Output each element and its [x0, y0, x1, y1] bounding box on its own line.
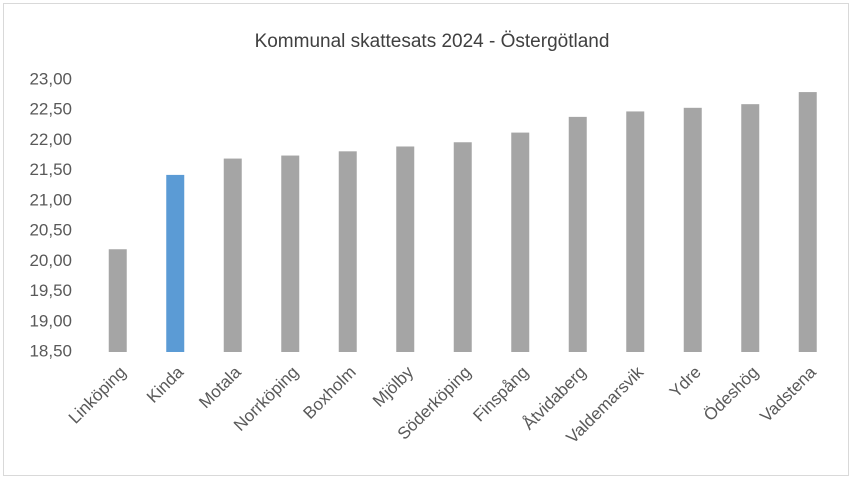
y-tick-label: 19,50	[29, 281, 72, 300]
y-tick-label: 19,00	[29, 311, 72, 330]
bar	[281, 155, 300, 352]
y-tick-label: 22,50	[29, 100, 72, 119]
bar	[166, 174, 185, 352]
bar	[453, 142, 472, 352]
bar	[683, 107, 702, 352]
bar	[223, 158, 242, 352]
y-tick-label: 20,00	[29, 251, 72, 270]
chart-title: Kommunal skattesats 2024 - Östergötland	[255, 31, 610, 52]
bar	[511, 132, 530, 352]
bar	[798, 92, 817, 352]
bar	[108, 249, 127, 352]
bar	[568, 116, 587, 352]
y-tick-label: 22,00	[29, 130, 72, 149]
bar	[626, 111, 645, 352]
y-tick-label: 18,50	[29, 341, 72, 360]
y-tick-label: 23,00	[29, 69, 72, 88]
y-tick-label: 21,50	[29, 160, 72, 179]
y-tick-label: 20,50	[29, 221, 72, 240]
bar	[741, 104, 760, 352]
y-tick-label: 21,00	[29, 190, 72, 209]
chart-frame	[3, 3, 849, 476]
bar	[396, 146, 415, 352]
bar	[338, 151, 357, 352]
